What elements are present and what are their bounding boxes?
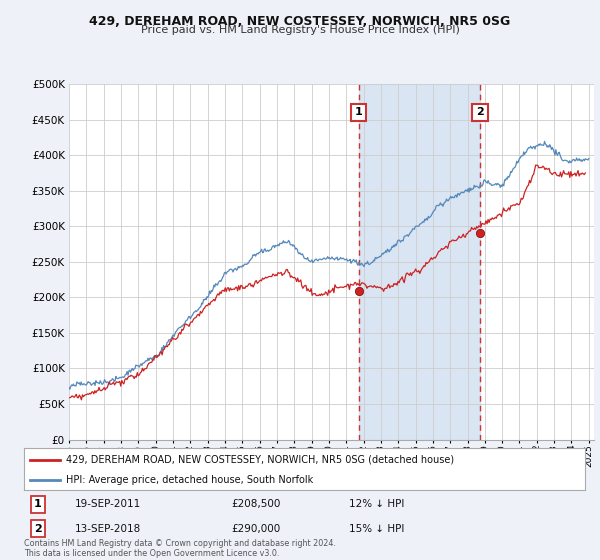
Text: 19-SEP-2011: 19-SEP-2011 <box>74 500 141 509</box>
Text: 429, DEREHAM ROAD, NEW COSTESSEY, NORWICH, NR5 0SG: 429, DEREHAM ROAD, NEW COSTESSEY, NORWIC… <box>89 15 511 28</box>
Text: 2: 2 <box>476 108 484 118</box>
Text: 13-SEP-2018: 13-SEP-2018 <box>74 524 141 534</box>
Bar <box>359 84 480 440</box>
Text: 1: 1 <box>34 500 42 509</box>
Text: £290,000: £290,000 <box>232 524 281 534</box>
Text: 1: 1 <box>355 108 362 118</box>
Text: Price paid vs. HM Land Registry's House Price Index (HPI): Price paid vs. HM Land Registry's House … <box>140 25 460 35</box>
Text: £208,500: £208,500 <box>232 500 281 509</box>
Text: Contains HM Land Registry data © Crown copyright and database right 2024.
This d: Contains HM Land Registry data © Crown c… <box>24 539 336 558</box>
Text: 12% ↓ HPI: 12% ↓ HPI <box>349 500 405 509</box>
Text: HPI: Average price, detached house, South Norfolk: HPI: Average price, detached house, Sout… <box>66 475 313 485</box>
Text: 429, DEREHAM ROAD, NEW COSTESSEY, NORWICH, NR5 0SG (detached house): 429, DEREHAM ROAD, NEW COSTESSEY, NORWIC… <box>66 455 454 465</box>
Text: 15% ↓ HPI: 15% ↓ HPI <box>349 524 405 534</box>
Text: 2: 2 <box>34 524 42 534</box>
